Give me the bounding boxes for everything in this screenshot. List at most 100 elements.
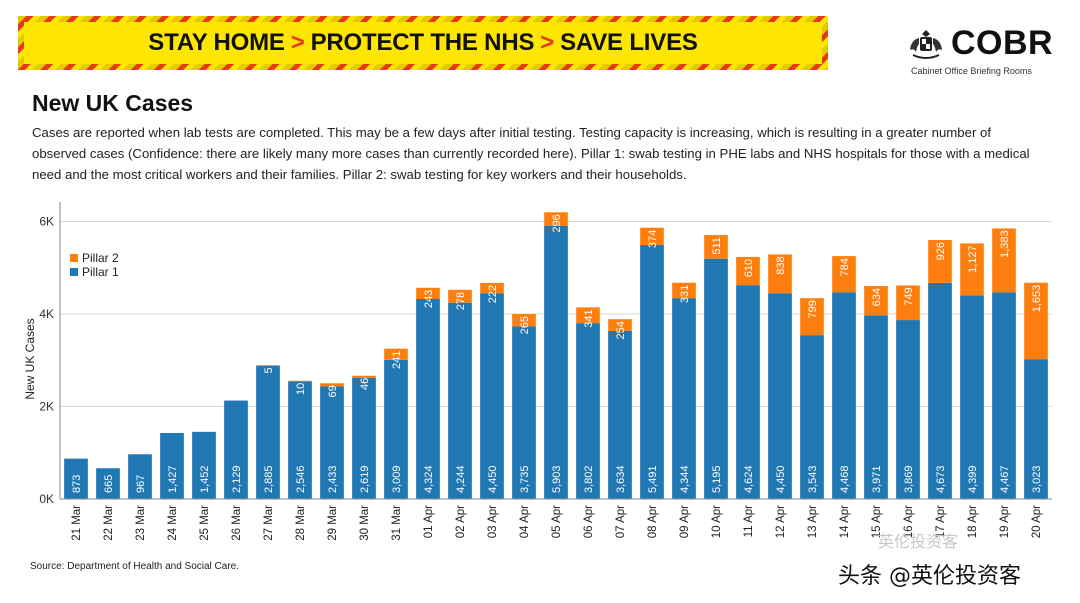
legend-label-pillar-1: Pillar 1 bbox=[82, 265, 119, 279]
banner-part-protect-nhs: PROTECT THE NHS bbox=[310, 29, 535, 56]
bar-pillar-1 bbox=[864, 315, 888, 499]
bar-pillar-2 bbox=[832, 256, 856, 293]
data-label-pillar-2: 374 bbox=[647, 230, 659, 248]
cobr-logo: COBR Cabinet Office Briefing Rooms bbox=[905, 24, 1055, 79]
bar-pillar-2 bbox=[544, 212, 568, 226]
data-label-pillar-2: 331 bbox=[679, 285, 691, 303]
x-tick-label: 02 Apr bbox=[455, 505, 467, 538]
bar-pillar-2 bbox=[1024, 282, 1048, 360]
bar-pillar-1 bbox=[512, 326, 536, 499]
bar-pillar-1 bbox=[800, 335, 824, 499]
data-label-pillar-1: 4,244 bbox=[455, 465, 467, 493]
bar-pillar-2 bbox=[480, 282, 504, 294]
bar-pillar-2 bbox=[896, 285, 920, 321]
page-description: Cases are reported when lab tests are co… bbox=[32, 125, 1030, 182]
data-label-pillar-1: 873 bbox=[71, 475, 83, 493]
bar-pillar-2 bbox=[864, 286, 888, 316]
y-tick-label: 6K bbox=[39, 215, 54, 229]
bar-pillar-2 bbox=[352, 375, 376, 378]
banner-text: STAY HOME > PROTECT THE NHS > SAVE LIVES bbox=[148, 29, 698, 57]
bar-pillar-2 bbox=[384, 348, 408, 360]
data-label-pillar-2: 926 bbox=[935, 242, 947, 260]
bar-pillar-1 bbox=[128, 454, 152, 499]
bar-pillar-1 bbox=[448, 302, 472, 499]
data-label-pillar-1: 4,624 bbox=[743, 465, 755, 493]
data-label-pillar-1: 3,023 bbox=[1031, 465, 1043, 493]
bar-pillar-2 bbox=[928, 240, 952, 283]
data-label-pillar-2: 784 bbox=[839, 258, 851, 276]
data-label-pillar-1: 4,344 bbox=[679, 465, 691, 493]
bar-pillar-1 bbox=[992, 292, 1016, 499]
data-label-pillar-1: 4,468 bbox=[839, 465, 851, 493]
data-label-pillar-2: 278 bbox=[455, 292, 467, 310]
slogan-banner: STAY HOME > PROTECT THE NHS > SAVE LIVES bbox=[18, 16, 828, 70]
bar-pillar-1 bbox=[352, 377, 376, 499]
watermark-faint: 英伦投资客 bbox=[878, 532, 959, 551]
bar-pillar-2 bbox=[320, 383, 344, 387]
x-tick-label: 14 Apr bbox=[839, 505, 851, 538]
bar-pillar-2 bbox=[672, 282, 696, 299]
data-label-pillar-1: 1,452 bbox=[199, 465, 211, 493]
y-tick-label: 2K bbox=[39, 400, 54, 414]
banner-part-stay-home: STAY HOME bbox=[148, 29, 285, 56]
x-tick-label: 04 Apr bbox=[519, 505, 531, 538]
x-tick-label: 16 Apr bbox=[903, 505, 915, 538]
data-label-pillar-1: 3,009 bbox=[391, 465, 403, 493]
data-label-pillar-1: 4,324 bbox=[423, 465, 435, 493]
banner-separator: > bbox=[540, 29, 555, 56]
bar-pillar-1 bbox=[1024, 359, 1048, 499]
data-label-pillar-1: 3,543 bbox=[807, 465, 819, 493]
data-label-pillar-1: 665 bbox=[103, 475, 115, 493]
x-tick-label: 23 Mar bbox=[135, 505, 147, 541]
x-tick-label: 08 Apr bbox=[647, 505, 659, 538]
bar-pillar-1 bbox=[672, 298, 696, 499]
bar-pillar-2 bbox=[704, 235, 728, 259]
data-label-pillar-2: 799 bbox=[807, 300, 819, 318]
data-label-pillar-2: 511 bbox=[711, 237, 723, 255]
bar-pillar-2 bbox=[992, 228, 1016, 293]
bar-pillar-1 bbox=[288, 381, 312, 499]
x-tick-label: 24 Mar bbox=[167, 505, 179, 541]
data-label-pillar-1: 4,467 bbox=[999, 465, 1011, 493]
data-label-pillar-1: 4,673 bbox=[935, 465, 947, 493]
x-tick-label: 05 Apr bbox=[551, 505, 563, 538]
data-label-pillar-1: 1,427 bbox=[167, 465, 179, 493]
bar-pillar-1 bbox=[192, 431, 216, 499]
data-label-pillar-1: 5,195 bbox=[711, 465, 723, 493]
data-label-pillar-1: 2,885 bbox=[263, 465, 275, 493]
royal-crest-icon bbox=[910, 30, 942, 59]
data-label-pillar-2: 296 bbox=[551, 214, 563, 232]
bar-pillar-2 bbox=[448, 289, 472, 303]
data-label-pillar-1: 3,735 bbox=[519, 465, 531, 493]
x-tick-label: 10 Apr bbox=[711, 505, 723, 538]
data-label-pillar-2: 222 bbox=[487, 285, 499, 303]
x-tick-label: 01 Apr bbox=[423, 505, 435, 538]
data-label-pillar-1: 4,399 bbox=[967, 465, 979, 493]
bar-pillar-1 bbox=[768, 293, 792, 499]
x-tick-label: 15 Apr bbox=[871, 505, 883, 538]
data-label-pillar-2: 610 bbox=[743, 259, 755, 277]
bar-pillar-1 bbox=[320, 386, 344, 499]
data-label-pillar-2: 69 bbox=[327, 385, 339, 397]
bar-pillar-1 bbox=[736, 285, 760, 499]
legend-swatch-pillar-1 bbox=[70, 268, 78, 276]
data-label-pillar-2: 254 bbox=[615, 321, 627, 339]
x-tick-label: 11 Apr bbox=[743, 505, 755, 538]
data-label-pillar-2: 1,383 bbox=[999, 230, 1011, 258]
data-label-pillar-2: 838 bbox=[775, 256, 787, 274]
x-tick-label: 21 Mar bbox=[71, 505, 83, 541]
bar-pillar-1 bbox=[480, 293, 504, 499]
new-uk-cases-chart: 873 665 967 1,427 1,452 2,129 2,885 5 2,546 10 2,4… bbox=[23, 202, 1052, 541]
bar-pillar-2 bbox=[512, 314, 536, 327]
banner-separator: > bbox=[290, 29, 305, 56]
bar-pillar-1 bbox=[384, 359, 408, 499]
data-label-pillar-1: 3,634 bbox=[615, 465, 627, 493]
legend-label-pillar-2: Pillar 2 bbox=[82, 251, 119, 265]
x-tick-label: 09 Apr bbox=[679, 505, 691, 538]
bar-pillar-2 bbox=[608, 319, 632, 331]
data-label-pillar-2: 5 bbox=[263, 367, 275, 373]
data-label-pillar-2: 46 bbox=[359, 378, 371, 390]
bar-pillar-2 bbox=[416, 287, 440, 300]
bar-pillar-1 bbox=[928, 282, 952, 499]
